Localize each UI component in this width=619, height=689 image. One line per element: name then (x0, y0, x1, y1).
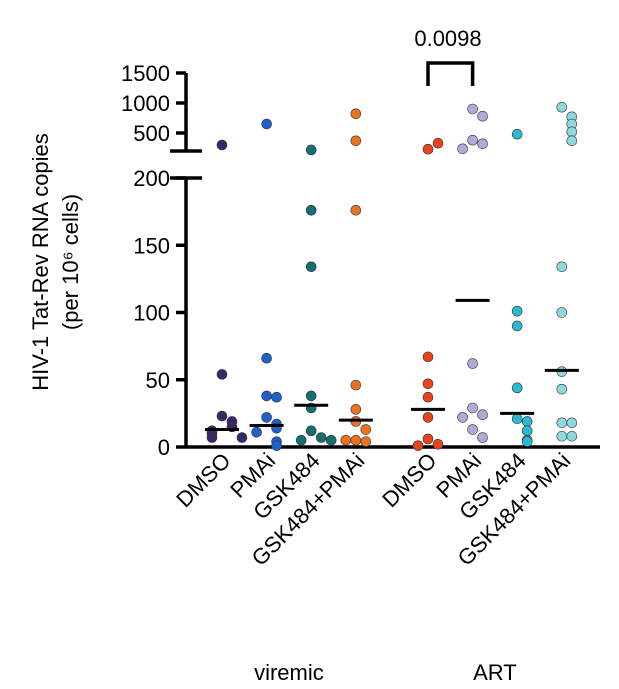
data-point (422, 391, 434, 403)
data-point (295, 434, 307, 446)
data-point (305, 261, 317, 273)
data-point (216, 369, 228, 380)
data-point (261, 390, 272, 402)
p-value: 0.0098 (414, 26, 481, 51)
data-point (216, 139, 228, 151)
data-point (360, 424, 372, 435)
y-axis-label: HIV-1 Tat-Rev RNA copies (per 10⁶ cells) (28, 133, 83, 391)
data-point (566, 430, 578, 442)
data-point (315, 432, 327, 443)
y-tick-label: 50 (146, 368, 170, 393)
x-tick-label: DMSO (377, 448, 441, 512)
data-point (305, 144, 317, 156)
significance-bracket (426, 61, 475, 86)
data-point (350, 135, 362, 147)
data-point (511, 305, 523, 317)
data-point (236, 432, 248, 443)
data-point (467, 103, 478, 115)
data-point (422, 143, 434, 155)
data-point (305, 204, 317, 216)
data-point (261, 352, 272, 364)
data-point (566, 126, 578, 138)
y-tick-label: 100 (133, 301, 170, 326)
data-point (556, 383, 568, 395)
data-point (422, 378, 434, 390)
data-point (261, 412, 272, 423)
data-point (305, 425, 317, 437)
data-point (350, 204, 362, 216)
data-point (412, 440, 424, 451)
data-point (251, 426, 262, 438)
data-point (422, 351, 434, 363)
data-point (261, 118, 272, 130)
data-point (467, 134, 478, 146)
data-point (477, 432, 488, 443)
data-point (271, 440, 282, 451)
data-point (556, 307, 568, 318)
data-point (511, 128, 523, 140)
group-label: viremic (254, 660, 324, 684)
y-label-line: (per 10⁶ cells) (58, 194, 83, 330)
data-point (340, 434, 352, 446)
y-tick-label: 200 (133, 166, 170, 191)
data-point (556, 430, 568, 442)
y-tick-label: 500 (133, 121, 170, 146)
group-label: ART (473, 660, 517, 684)
data-point (521, 425, 533, 437)
data-point (566, 417, 578, 429)
data-point (350, 379, 362, 391)
data-point (467, 402, 478, 414)
data-point (556, 101, 568, 113)
data-point (325, 434, 337, 446)
x-tick-label: DMSO (171, 448, 235, 512)
data-point (350, 108, 362, 120)
data-point (511, 320, 523, 332)
data-point (477, 138, 488, 150)
data-point (432, 137, 444, 149)
data-point (271, 391, 282, 403)
data-point (467, 358, 478, 369)
data-point (477, 110, 488, 122)
data-point (556, 417, 568, 429)
data-point (206, 432, 218, 443)
data-point (521, 416, 533, 427)
data-point (467, 424, 478, 435)
data-point (305, 390, 317, 402)
data-point (350, 404, 362, 415)
data-point (360, 436, 372, 447)
data-point (566, 135, 578, 147)
y-tick-label: 0 (158, 435, 170, 460)
data-point (422, 412, 434, 423)
y-tick-label: 150 (133, 233, 170, 258)
data-point (457, 412, 468, 423)
data-point (216, 410, 228, 422)
data-point (477, 409, 488, 421)
data-point (422, 433, 434, 445)
y-tick-label: 1000 (121, 91, 170, 116)
data-point (511, 382, 523, 394)
data-point (511, 413, 523, 425)
data-point (350, 434, 362, 446)
data-point (457, 143, 468, 155)
data-point (521, 436, 533, 447)
data-point (432, 439, 444, 450)
y-tick-label: 1500 (121, 61, 170, 86)
data-point (556, 261, 568, 273)
y-label-line: HIV-1 Tat-Rev RNA copies (28, 133, 53, 391)
